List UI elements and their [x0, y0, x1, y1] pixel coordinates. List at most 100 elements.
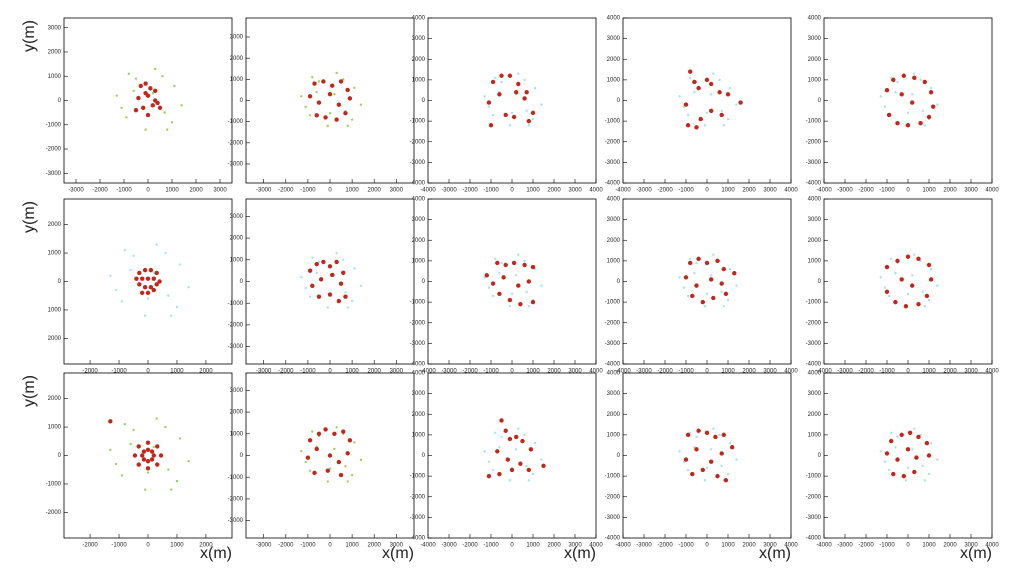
background-point [500, 435, 503, 439]
x-tick-label: -1000 [483, 369, 499, 375]
antenna-point [133, 108, 139, 113]
x-tick-label: -1000 [483, 188, 499, 194]
background-point [129, 268, 132, 272]
background-point [315, 271, 318, 275]
background-point [686, 468, 690, 472]
antenna-point [730, 445, 735, 450]
x-tick-label: 2000 [742, 369, 756, 375]
antenna-point [899, 432, 904, 438]
y-tick-label: 0 [818, 279, 822, 285]
antenna-point [137, 270, 142, 276]
background-point [132, 428, 135, 432]
antenna-point [148, 267, 154, 273]
x-tick-label: -4000 [816, 543, 832, 549]
x-tick-label: -2000 [278, 369, 294, 375]
antenna-point [907, 430, 913, 436]
antenna-point [499, 73, 504, 78]
y-tick-label: 1000 [48, 74, 62, 80]
background-point [164, 425, 167, 429]
y-tick-label: 2000 [808, 238, 822, 244]
background-point [894, 91, 897, 94]
x-tick-label: 4000 [985, 188, 999, 194]
antenna-point [895, 457, 900, 462]
antenna-point [507, 297, 513, 303]
antenna-point [541, 463, 546, 469]
y-tick-label: 4000 [808, 371, 822, 377]
background-point [109, 448, 112, 452]
x-tick-label: -3000 [256, 188, 272, 194]
x-tick-label: 1000 [922, 188, 936, 194]
antenna-point [719, 451, 724, 456]
background-point [735, 458, 738, 461]
background-point [525, 290, 528, 294]
background-point [155, 417, 158, 420]
background-point [722, 305, 725, 308]
y-tick-label: 0 [617, 453, 621, 459]
plot-frame [823, 372, 993, 539]
antenna-point [143, 91, 148, 96]
antenna-point [928, 277, 934, 282]
y-tick-label: -3000 [228, 518, 244, 524]
background-point [109, 274, 112, 278]
x-tick-label: -2000 [657, 369, 673, 375]
x-tick-label: 2000 [368, 188, 382, 194]
y-tick-label: -2000 [228, 140, 244, 146]
antenna-point [901, 73, 906, 78]
antenna-point [145, 447, 151, 453]
y-tick-label: -1000 [410, 474, 426, 480]
plot-frame [622, 198, 792, 365]
background-point [703, 305, 707, 308]
x-tick-label: 0 [146, 369, 150, 375]
antenna-point [345, 87, 350, 93]
x-tick-label: 2000 [189, 188, 203, 194]
antenna-point [690, 471, 695, 477]
y-tick-label: -2000 [46, 147, 62, 153]
x-tick-label: 4000 [985, 369, 999, 375]
x-tick-label: 0 [510, 543, 514, 549]
background-point [919, 78, 922, 82]
antenna-point [719, 281, 724, 286]
antenna-point [926, 262, 932, 268]
antenna-point [884, 264, 890, 270]
x-tick-label: -3000 [441, 369, 457, 375]
antenna-point [499, 418, 504, 423]
y-tick-label: 0 [422, 279, 426, 285]
antenna-point [530, 264, 536, 270]
background-point [178, 263, 182, 266]
background-point [300, 95, 303, 98]
antenna-point [334, 117, 339, 122]
background-point [311, 76, 314, 79]
background-point [921, 464, 924, 468]
antenna-point [514, 90, 519, 95]
antenna-point [155, 444, 160, 449]
x-tick-label: 3000 [763, 543, 777, 549]
background-point [300, 449, 303, 453]
antenna-point [321, 259, 326, 265]
x-tick-label: 1000 [526, 543, 540, 549]
x-axis-label: x(m) [200, 545, 232, 562]
antenna-point [503, 428, 508, 433]
antenna-point [721, 266, 726, 272]
background-point [879, 276, 882, 279]
antenna-point [136, 444, 141, 449]
antenna-point [140, 290, 145, 296]
x-tick-label: -2000 [657, 188, 673, 194]
background-point [304, 105, 307, 109]
antenna-point [518, 301, 523, 307]
antenna-point [154, 282, 159, 287]
background-point [695, 261, 698, 265]
x-tick-label: 4000 [589, 188, 603, 194]
antenna-point [711, 295, 716, 301]
x-tick-label: 1000 [170, 369, 184, 375]
x-tick-label: 1000 [721, 369, 735, 375]
background-point [333, 447, 336, 451]
y-tick-label: 3000 [412, 36, 426, 42]
antenna-point [347, 96, 353, 101]
background-point [187, 285, 190, 289]
plot-frame [622, 17, 792, 184]
background-point [487, 105, 491, 108]
background-point [913, 253, 916, 256]
y-tick-label: -4000 [806, 181, 822, 187]
antenna-point [145, 440, 151, 445]
